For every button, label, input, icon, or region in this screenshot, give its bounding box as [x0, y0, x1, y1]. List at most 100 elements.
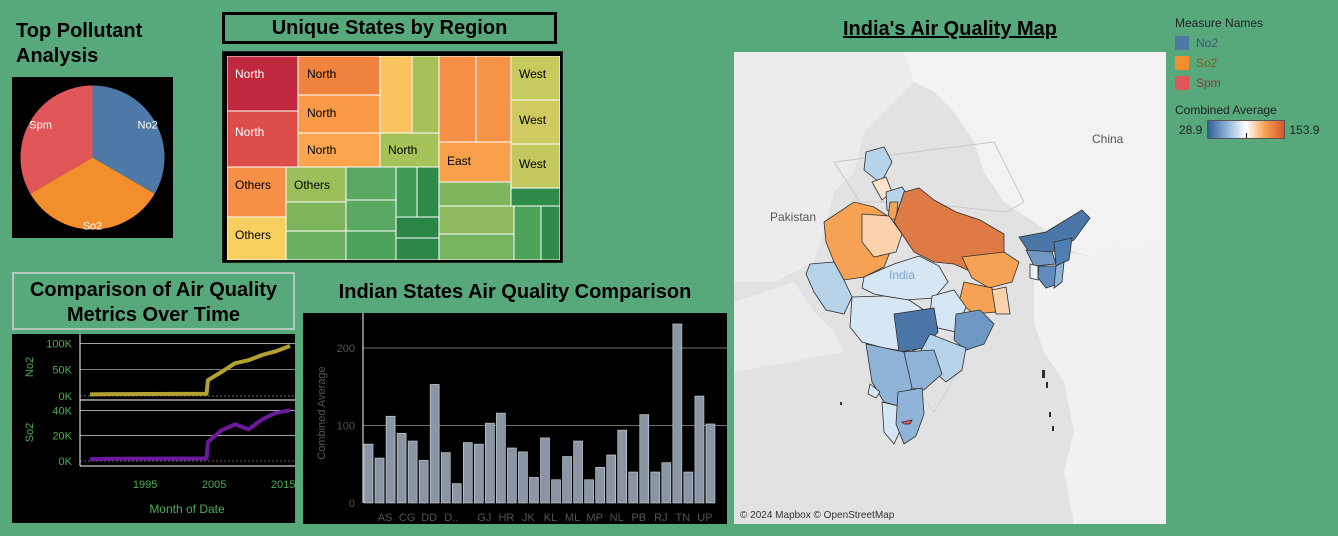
bar-d[interactable]: [440, 452, 451, 504]
bar-sk[interactable]: [661, 462, 672, 504]
treemap-cell[interactable]: [438, 56, 477, 143]
timeseries-y-tick: 0K: [59, 391, 73, 403]
pie-slice-spm[interactable]: [20, 85, 93, 194]
state-shape[interactable]: [991, 286, 1011, 315]
bar-hr[interactable]: [496, 412, 506, 504]
treemap-cell[interactable]: [416, 166, 440, 218]
timeseries-line-so2[interactable]: [89, 408, 291, 462]
state-shape[interactable]: [861, 255, 949, 301]
timeseries-chart[interactable]: 100K 50K 0K No2 40K 20K 0K So2 1995 2005 2015 Mont…: [12, 334, 295, 523]
treemap-chart[interactable]: North North North North North North Othe…: [227, 56, 560, 260]
treemap-cell[interactable]: [510, 99, 560, 145]
treemap-cell[interactable]: [297, 94, 381, 134]
state-shape[interactable]: [961, 251, 1020, 289]
state-shape[interactable]: [953, 309, 995, 351]
bar-jk[interactable]: [518, 451, 528, 504]
treemap-cell[interactable]: [285, 201, 347, 232]
bar-dl[interactable]: [429, 384, 440, 504]
treemap-cell[interactable]: [510, 187, 560, 207]
bar-as[interactable]: [374, 457, 385, 504]
pollutant-title-line1: Top Pollutant: [16, 20, 143, 42]
state-shape[interactable]: [867, 383, 881, 399]
legend-item-spm[interactable]: Spm: [1175, 73, 1330, 93]
treemap-cell[interactable]: [438, 233, 515, 260]
bar-mh[interactable]: [551, 479, 561, 504]
legend-label-so2: So2: [1196, 56, 1218, 70]
india-map[interactable]: Pakistan China India © 2024 Mapbox © Ope…: [734, 52, 1166, 524]
legend-item-no2[interactable]: No2: [1175, 33, 1330, 53]
treemap-cell[interactable]: [395, 237, 440, 260]
treemap-cell[interactable]: [540, 205, 560, 260]
bar-ga[interactable]: [462, 442, 473, 504]
timeseries-series-title: No2: [24, 357, 36, 377]
state-shape[interactable]: [1029, 263, 1039, 281]
treemap-cell[interactable]: [395, 166, 418, 218]
state-shape[interactable]: [1053, 261, 1065, 289]
treemap-cell[interactable]: [227, 166, 287, 218]
treemap-cell[interactable]: [227, 216, 287, 260]
bar-od[interactable]: [617, 429, 628, 504]
bar-ch[interactable]: [407, 440, 418, 504]
bar-x-tick: GJ: [477, 512, 491, 524]
bar-rj[interactable]: [650, 471, 661, 504]
india-states: [805, 146, 1091, 445]
treemap-cell[interactable]: [227, 110, 299, 168]
map-title: India's Air Quality Map: [842, 18, 1058, 40]
timeseries-series-title: So2: [24, 423, 36, 443]
bar-x-tick: NL: [610, 512, 624, 524]
treemap-cell[interactable]: [475, 56, 512, 143]
legend-item-so2[interactable]: So2: [1175, 53, 1330, 73]
bar-ml[interactable]: [562, 456, 572, 504]
states-bar-chart[interactable]: 0 100 200 AS CG DD D.. GJ HR JK KL ML MP NL PB RJ TN UP C…: [303, 313, 727, 524]
treemap-cell[interactable]: [513, 205, 542, 260]
treemap-cell[interactable]: [285, 166, 347, 203]
bar-cg[interactable]: [396, 432, 407, 504]
timeseries-title-box: Comparison of Air Quality Metrics Over T…: [12, 272, 295, 330]
bar-mn[interactable]: [573, 440, 583, 504]
bar-dd[interactable]: [418, 460, 429, 504]
treemap-cell[interactable]: [345, 166, 397, 201]
state-shape[interactable]: [805, 261, 853, 315]
state-shape[interactable]: [863, 146, 893, 183]
map-attribution: © 2024 Mapbox © OpenStreetMap: [740, 510, 895, 521]
bar-ap[interactable]: [363, 443, 374, 504]
bar-nl[interactable]: [606, 454, 616, 504]
state-shape[interactable]: [861, 213, 903, 258]
bar-gj[interactable]: [474, 443, 484, 504]
pie-slice-no2[interactable]: [92, 85, 165, 194]
treemap-cell[interactable]: [438, 181, 512, 207]
treemap-cell[interactable]: [227, 56, 299, 112]
bar-x-tick: AS: [378, 512, 393, 524]
treemap-cell[interactable]: [438, 205, 515, 235]
bar-pb[interactable]: [628, 471, 639, 504]
bar-uk[interactable]: [705, 423, 716, 504]
bar-mz[interactable]: [595, 467, 605, 504]
combined-legend-scale: 28.9 153.9: [1175, 120, 1330, 139]
treemap-cell[interactable]: [379, 56, 413, 134]
bar-kl[interactable]: [540, 437, 550, 504]
bar-jh[interactable]: [507, 447, 517, 504]
state-shape[interactable]: [901, 419, 913, 425]
treemap-cell[interactable]: [345, 230, 397, 260]
bar-mp[interactable]: [584, 479, 594, 504]
treemap-cell[interactable]: [395, 216, 440, 239]
bar-hp[interactable]: [485, 422, 495, 504]
bar-py[interactable]: [639, 414, 650, 504]
bar-up[interactable]: [694, 395, 705, 504]
treemap-cell[interactable]: [411, 56, 440, 134]
bar-x-tick: KL: [544, 512, 557, 524]
treemap-cell[interactable]: [379, 132, 440, 168]
bar-tn[interactable]: [672, 323, 683, 504]
bar-br[interactable]: [385, 415, 396, 504]
state-shape[interactable]: [895, 387, 925, 445]
treemap-cell[interactable]: [297, 56, 381, 96]
bar-tr[interactable]: [683, 471, 694, 504]
pie-slice-so2[interactable]: [30, 157, 155, 230]
treemap-cell[interactable]: [285, 230, 347, 260]
treemap-cell[interactable]: [345, 199, 397, 232]
timeseries-line-no2[interactable]: [89, 344, 291, 397]
pollutant-pie-chart[interactable]: No2 So2 Spm: [12, 77, 173, 238]
state-shape[interactable]: [1053, 237, 1073, 267]
bar-dn[interactable]: [451, 483, 462, 504]
bar-ka[interactable]: [529, 477, 539, 504]
